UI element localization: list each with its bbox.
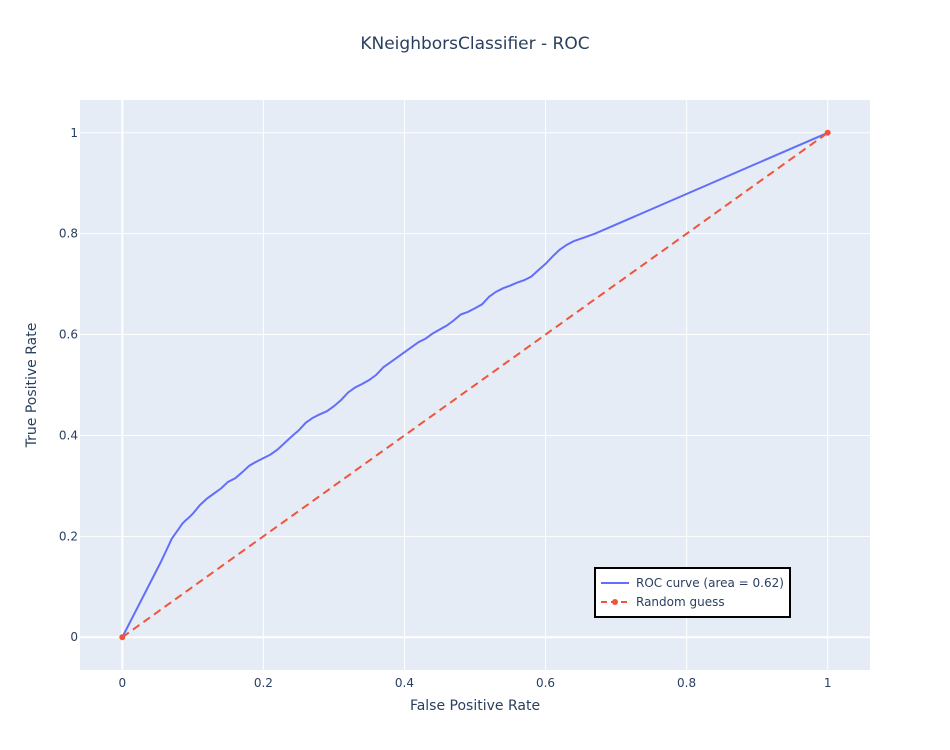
x-tick-label: 0 xyxy=(119,676,127,690)
random-guess-point xyxy=(824,129,831,136)
random-guess-line xyxy=(121,131,829,639)
y-tick-label: 0 xyxy=(70,630,78,644)
x-axis-ticks: 0 0.2 0.4 0.6 0.8 1 xyxy=(119,676,832,690)
legend-label-roc: ROC curve (area = 0.62) xyxy=(636,576,784,590)
random-guess-point xyxy=(119,634,126,641)
y-tick-label: 0.6 xyxy=(59,328,78,342)
x-tick-label: 0.4 xyxy=(395,676,414,690)
legend-marker-random xyxy=(612,599,618,605)
grid-lines xyxy=(80,100,870,670)
legend-label-random: Random guess xyxy=(636,595,725,609)
chart-title: KNeighborsClassifier - ROC xyxy=(360,34,589,54)
y-tick-label: 0.8 xyxy=(59,227,78,241)
y-tick-label: 0.2 xyxy=(59,529,78,543)
legend: ROC curve (area = 0.62) Random guess xyxy=(594,567,791,618)
x-axis-title: False Positive Rate xyxy=(410,698,540,714)
y-axis-title: True Positive Rate xyxy=(24,323,40,449)
x-tick-label: 1 xyxy=(824,676,832,690)
roc-curve-line xyxy=(121,131,829,638)
y-tick-label: 0.4 xyxy=(59,428,78,442)
x-tick-label: 0.8 xyxy=(677,676,696,690)
legend-box xyxy=(594,567,791,618)
x-tick-label: 0.6 xyxy=(536,676,555,690)
y-axis-ticks: 0 0.2 0.4 0.6 0.8 1 xyxy=(59,126,78,644)
y-tick-label: 1 xyxy=(70,126,78,140)
series-layer xyxy=(119,129,831,641)
x-tick-label: 0.2 xyxy=(254,676,273,690)
